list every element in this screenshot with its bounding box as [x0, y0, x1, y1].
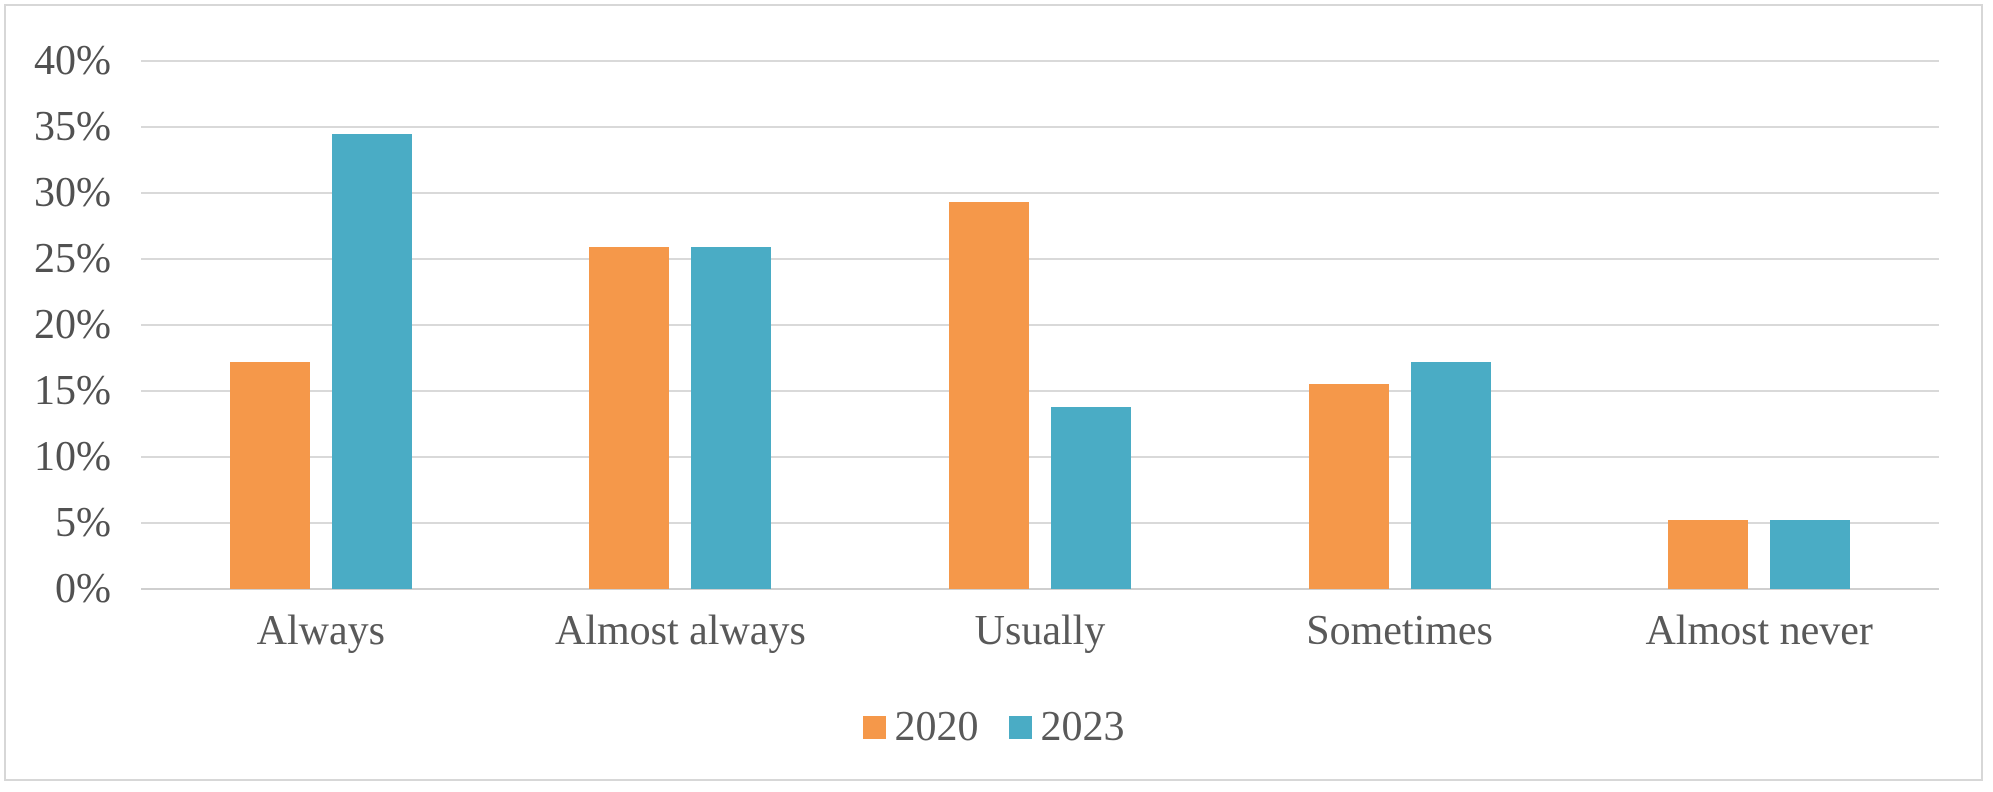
bar-2020-almost-always: [589, 247, 670, 589]
legend-label: 2023: [1040, 704, 1125, 750]
legend-item-2020: 2020: [862, 704, 979, 750]
chart-legend: 2020 2023: [6, 704, 1981, 750]
bar-2020-always: [229, 361, 310, 589]
bar-2023-sometimes: [1410, 361, 1491, 589]
gridline: [141, 60, 1939, 62]
y-tick-label: 15%: [34, 368, 111, 414]
bar-2023-almost-never: [1770, 520, 1851, 589]
legend-swatch-icon: [1008, 715, 1032, 739]
bar-2023-usually: [1050, 406, 1131, 589]
x-category-label: Sometimes: [1306, 608, 1493, 654]
y-tick-label: 20%: [34, 302, 111, 348]
bar-group-always: [141, 61, 501, 589]
y-axis-tick-labels: 0% 5% 10% 15% 20% 25% 30% 35% 40%: [6, 38, 111, 612]
chart-frame: 0% 5% 10% 15% 20% 25% 30% 35% 40% Always Almost a…: [4, 4, 1983, 781]
gridline: [141, 258, 1939, 260]
y-tick-label: 40%: [34, 38, 111, 84]
x-axis-line: [141, 588, 1939, 590]
gridline: [141, 126, 1939, 128]
legend-swatch-icon: [862, 715, 886, 739]
gridline: [141, 456, 1939, 458]
bar-2023-always: [331, 133, 412, 589]
y-tick-label: 35%: [34, 104, 111, 150]
x-axis-category-labels: Always Almost always Usually Sometimes Almos…: [141, 606, 1939, 656]
bar-group-almost-always: [501, 61, 861, 589]
bar-2020-usually: [948, 202, 1029, 589]
legend-label: 2020: [894, 704, 979, 750]
gridline: [141, 192, 1939, 194]
bar-group-sometimes: [1220, 61, 1580, 589]
y-tick-label: 0%: [55, 566, 111, 612]
bar-series-container: [141, 61, 1939, 589]
y-tick-label: 30%: [34, 170, 111, 216]
y-tick-label: 25%: [34, 236, 111, 282]
gridline: [141, 390, 1939, 392]
plot-area: [141, 60, 1939, 590]
bar-2020-almost-never: [1668, 520, 1749, 589]
y-tick-label: 5%: [55, 500, 111, 546]
x-category-label: Always: [256, 608, 385, 654]
gridline: [141, 522, 1939, 524]
y-tick-label: 10%: [34, 434, 111, 480]
bar-2020-sometimes: [1308, 384, 1389, 589]
bar-group-almost-never: [1579, 61, 1939, 589]
legend-item-2023: 2023: [1008, 704, 1125, 750]
x-category-label: Almost always: [554, 608, 806, 654]
x-category-label: Usually: [974, 608, 1106, 654]
x-category-label: Almost never: [1645, 608, 1873, 654]
gridline: [141, 324, 1939, 326]
bar-2023-almost-always: [691, 247, 772, 589]
bar-group-usually: [860, 61, 1220, 589]
